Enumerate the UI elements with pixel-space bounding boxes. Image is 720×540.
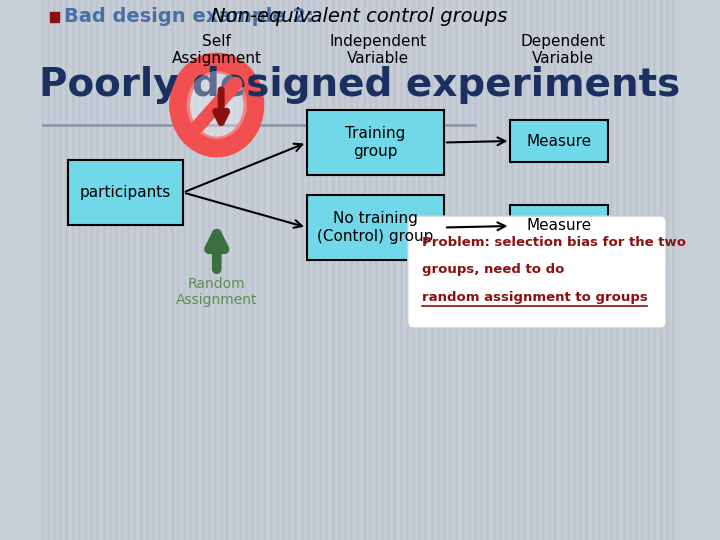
FancyBboxPatch shape xyxy=(307,195,444,260)
Text: Training
group: Training group xyxy=(346,126,405,159)
Text: random assignment to groups: random assignment to groups xyxy=(422,292,648,305)
Text: Problem: selection bias for the two: Problem: selection bias for the two xyxy=(422,235,686,248)
Text: Measure: Measure xyxy=(526,219,592,233)
Text: Poorly designed experiments: Poorly designed experiments xyxy=(40,66,680,104)
FancyBboxPatch shape xyxy=(307,110,444,175)
Text: participants: participants xyxy=(80,185,171,200)
FancyBboxPatch shape xyxy=(510,205,608,247)
Text: Non-equivalent control groups: Non-equivalent control groups xyxy=(212,8,508,26)
Text: Bad design example 2:: Bad design example 2: xyxy=(64,8,320,26)
Text: No training
(Control) group: No training (Control) group xyxy=(318,211,433,244)
FancyBboxPatch shape xyxy=(510,120,608,162)
Text: Measure: Measure xyxy=(526,133,592,148)
Bar xyxy=(50,12,59,22)
Text: Dependent
Variable: Dependent Variable xyxy=(521,34,606,66)
Text: groups, need to do: groups, need to do xyxy=(422,264,564,276)
Text: Independent
Variable: Independent Variable xyxy=(329,34,426,66)
Text: Self
Assignment: Self Assignment xyxy=(172,34,262,66)
FancyBboxPatch shape xyxy=(68,160,183,225)
Circle shape xyxy=(186,71,247,139)
Text: Random
Assignment: Random Assignment xyxy=(176,277,258,307)
FancyBboxPatch shape xyxy=(408,216,666,328)
